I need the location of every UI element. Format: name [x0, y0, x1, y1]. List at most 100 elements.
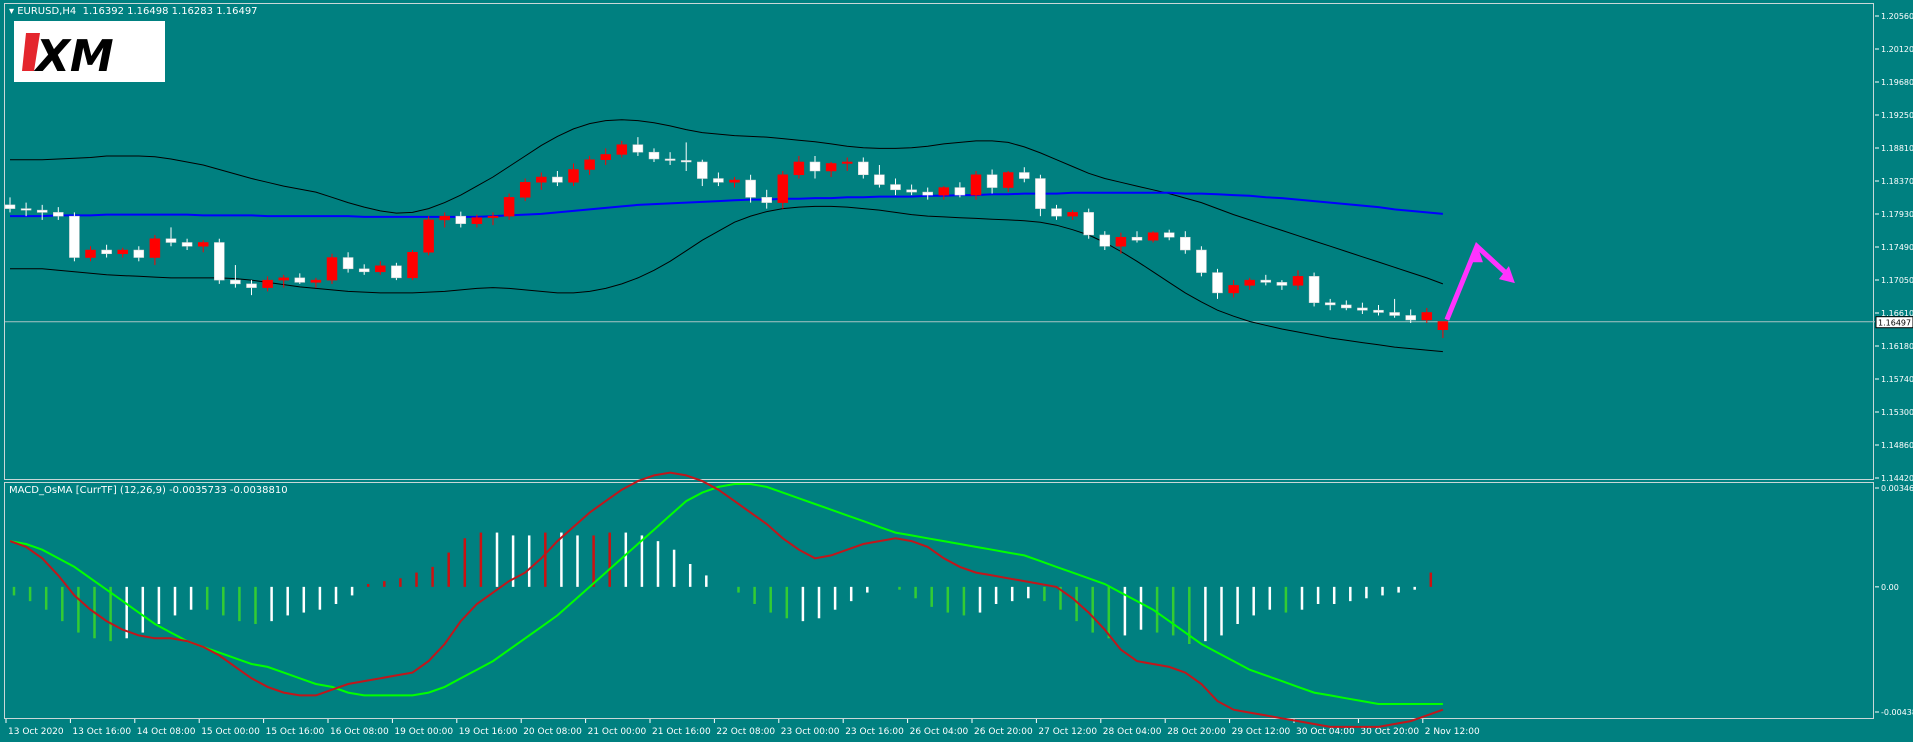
time-tick-label: 16 Oct 08:00	[330, 727, 389, 737]
bear-candle	[954, 187, 966, 196]
symbol-label: EURUSD,H4	[17, 6, 77, 17]
bear-candle	[1260, 279, 1272, 283]
bear-candle	[745, 179, 756, 198]
bear-candle	[1196, 249, 1207, 273]
bear-candle	[1341, 304, 1352, 309]
bull-candle	[584, 159, 595, 170]
bull-candle	[407, 252, 418, 279]
bear-candle	[1131, 236, 1143, 241]
bear-candle	[761, 197, 772, 203]
bull-candle	[519, 182, 531, 198]
price-tick-label: 1.18810	[1881, 144, 1913, 153]
macd-main-line	[9, 471, 1444, 728]
current-price-label: 1.16497	[1878, 319, 1911, 328]
bull-candle	[326, 257, 338, 281]
bull-candle	[1421, 312, 1433, 321]
price-tick-label: 1.20560	[1881, 12, 1913, 21]
bear-candle	[1035, 178, 1046, 209]
bear-candle	[358, 268, 370, 273]
bull-candle	[729, 179, 740, 183]
upper-bollinger-band	[10, 119, 1444, 285]
bull-candle	[1228, 285, 1239, 294]
bear-candle	[809, 161, 821, 172]
bear-candle	[214, 242, 225, 281]
bull-candle	[197, 242, 209, 247]
bear-candle	[906, 189, 917, 193]
price-tick-label: 1.17930	[1881, 210, 1913, 219]
bear-candle	[1389, 312, 1400, 316]
price-tick-label: 1.16610	[1881, 309, 1913, 318]
macd-header: MACD_OsMA [CurrTF] (12,26,9) -0.0035733 …	[9, 485, 288, 496]
bull-candle	[970, 174, 982, 196]
bull-candle	[423, 219, 434, 253]
bear-candle	[680, 160, 692, 163]
bear-candle	[1324, 302, 1336, 306]
bull-candle	[1147, 232, 1159, 241]
macd-tick-label: 0.00346	[1881, 484, 1913, 493]
bear-candle	[874, 174, 885, 185]
bear-candle	[1405, 315, 1416, 321]
bear-candle	[1051, 208, 1062, 217]
price-tick-label: 1.18370	[1881, 177, 1913, 186]
bear-candle	[342, 257, 354, 270]
bear-candle	[69, 215, 80, 258]
time-tick-label: 2 Nov 12:00	[1425, 727, 1480, 737]
time-tick-label: 13 Oct 16:00	[72, 727, 131, 737]
bull-candle	[149, 238, 161, 258]
bull-candle	[938, 187, 950, 196]
bear-candle	[664, 158, 676, 161]
bear-candle	[4, 204, 16, 209]
xm-logo-mark: XM	[22, 31, 114, 82]
bear-candle	[713, 178, 724, 183]
bear-candle	[697, 161, 708, 179]
time-tick-label: 20 Oct 08:00	[523, 727, 582, 737]
bull-candle	[1115, 236, 1127, 247]
bull-candle	[85, 249, 96, 258]
macd-tick-label: 0.00	[1881, 583, 1899, 592]
bull-candle	[777, 174, 789, 203]
bear-candle	[986, 174, 998, 188]
collapse-arrow-icon[interactable]: ▾	[9, 6, 15, 17]
time-tick-label: 21 Oct 16:00	[652, 727, 711, 737]
bear-candle	[1163, 232, 1175, 238]
bull-candle	[1067, 212, 1078, 217]
price-tick-label: 1.20120	[1881, 45, 1913, 54]
bull-candle	[1244, 279, 1255, 286]
bear-candle	[133, 249, 145, 258]
price-tick-label: 1.17050	[1881, 276, 1913, 285]
price-chart-pane[interactable]	[4, 3, 1874, 480]
bull-candle	[536, 176, 547, 183]
bear-candle	[1083, 212, 1094, 236]
time-tick-label: 21 Oct 00:00	[588, 727, 647, 737]
bull-candle	[278, 277, 289, 281]
price-tick-label: 1.15300	[1881, 408, 1913, 417]
bull-candle	[616, 144, 628, 155]
bear-candle	[246, 283, 257, 288]
bull-candle	[1002, 172, 1014, 188]
macd-indicator-pane[interactable]	[4, 482, 1874, 719]
bull-candle	[825, 163, 837, 172]
bear-candle	[1180, 236, 1191, 251]
xm-logo: XM	[14, 21, 165, 82]
bear-candle	[1308, 276, 1320, 303]
bull-candle	[471, 217, 483, 224]
time-tick-label: 26 Oct 04:00	[910, 727, 969, 737]
price-tick-label: 1.14860	[1881, 441, 1913, 450]
bear-candle	[890, 184, 901, 191]
time-tick-label: 23 Oct 16:00	[845, 727, 904, 737]
time-tick-label: 28 Oct 20:00	[1167, 727, 1226, 737]
bear-candle	[391, 265, 402, 279]
price-tick-label: 1.19250	[1881, 111, 1913, 120]
price-tick-label: 1.15740	[1881, 375, 1913, 384]
price-tick-label: 1.19680	[1881, 78, 1913, 87]
macd-tick-label: -0.00438	[1881, 708, 1913, 717]
bull-candle	[793, 161, 805, 176]
bear-candle	[632, 144, 644, 153]
moving-average-line	[10, 191, 1443, 218]
bull-candle	[1437, 321, 1449, 331]
bull-candle	[487, 215, 499, 218]
bear-candle	[1212, 272, 1223, 294]
bull-candle	[439, 215, 450, 221]
forecast-arrow-down-head	[1498, 266, 1515, 284]
